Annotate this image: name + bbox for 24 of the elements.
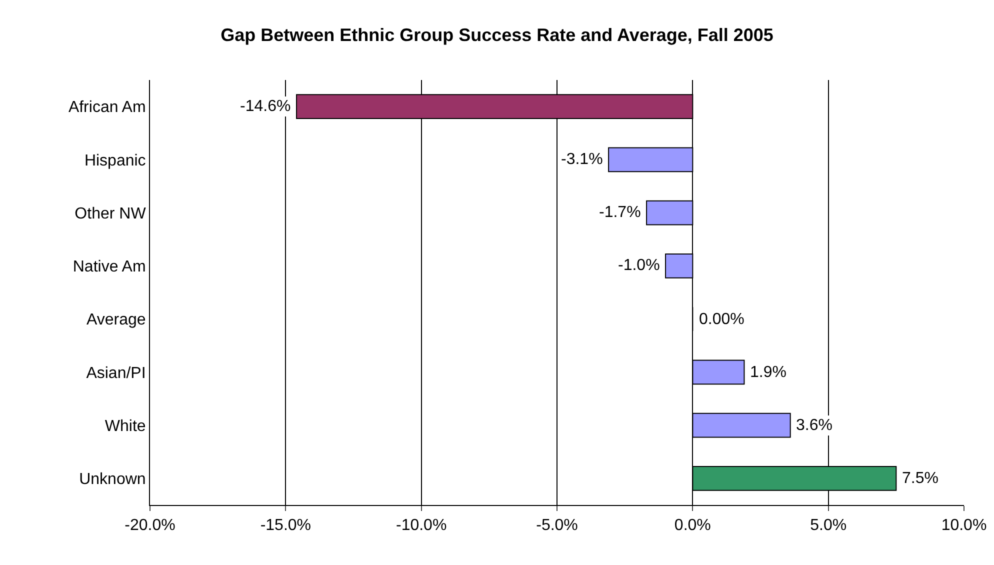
y-tick-label: Asian/PI [86, 364, 146, 382]
x-tick-label: 5.0% [810, 517, 847, 534]
data-label: 7.5% [902, 470, 938, 487]
y-tick-label: Native Am [72, 258, 146, 276]
data-label: -3.1% [561, 151, 603, 168]
y-tick-label: Average [86, 312, 146, 329]
x-tick-label: -20.0% [124, 517, 176, 534]
x-tick-label: -10.0% [396, 517, 447, 534]
y-tick-label: African Am [68, 99, 146, 116]
y-tick-label: Other NW [74, 205, 147, 222]
data-label: 0.00% [699, 311, 744, 328]
data-label: -1.7% [599, 204, 641, 221]
y-tick-label: Unknown [79, 471, 146, 488]
y-tick-label: Hispanic [84, 152, 146, 170]
x-tick-label: 0.0% [674, 517, 711, 534]
data-label: -1.0% [618, 257, 660, 274]
data-label: 3.6% [796, 417, 832, 434]
data-label: -14.6% [240, 98, 291, 115]
data-label: 1.9% [750, 364, 786, 381]
x-tick-label: 10.0% [941, 517, 987, 534]
x-tick-label: -15.0% [260, 517, 312, 534]
chart-title: Gap Between Ethnic Group Success Rate and Average, Fall 2005 [220, 24, 774, 45]
y-tick-label: White [104, 418, 146, 435]
x-tick-label: -5.0% [536, 517, 578, 534]
